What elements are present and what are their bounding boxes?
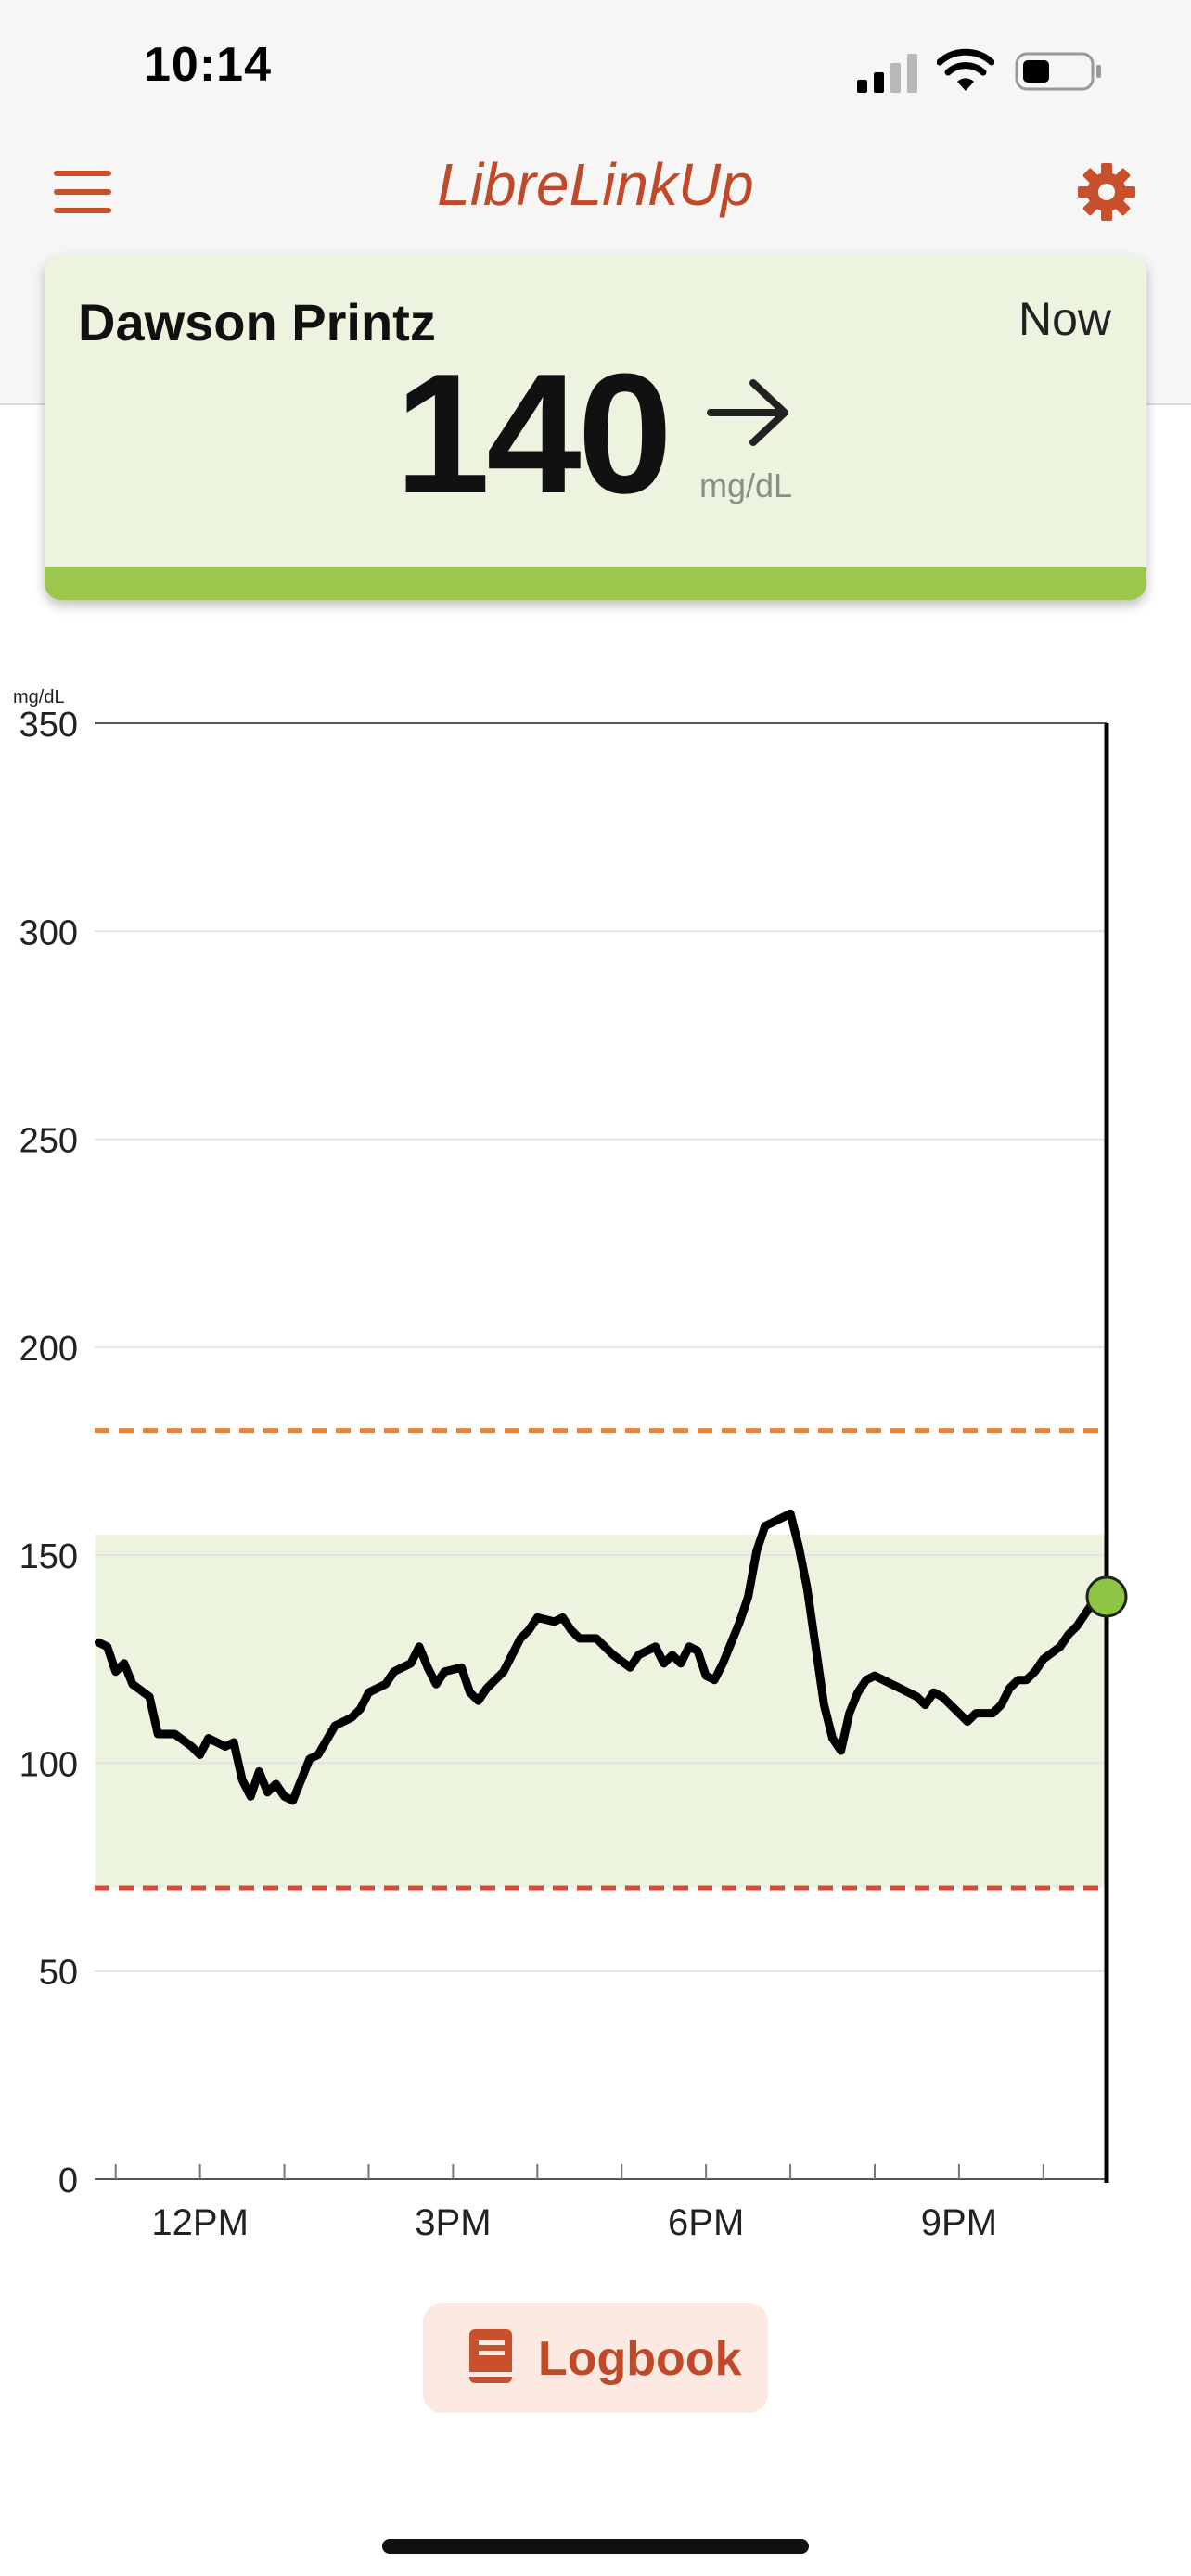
- app-title: LibreLinkUp: [437, 151, 754, 218]
- y-tick-label: 150: [19, 1537, 78, 1576]
- current-reading-dot: [1085, 1575, 1128, 1618]
- x-tick-label: 12PM: [151, 2202, 249, 2243]
- x-tick-label: 9PM: [921, 2202, 997, 2243]
- status-bar: 10:14: [0, 0, 1191, 130]
- target-range-band: [95, 1534, 1107, 1888]
- glucose-chart: 350 300 250 200 150 100 50 0 mg/dL 12PM 3PM 6PM 9PM: [13, 687, 1128, 2243]
- glucose-reading-card[interactable]: Dawson Printz Now 140 mg/dL: [45, 255, 1146, 600]
- logbook-label: Logbook: [538, 2332, 742, 2386]
- reading-time-label: Now: [1018, 293, 1111, 345]
- menu-icon[interactable]: [54, 171, 111, 217]
- glucose-line: [95, 1509, 1111, 1805]
- home-indicator: [382, 2539, 809, 2554]
- wifi-icon: [937, 48, 994, 91]
- patient-name: Dawson Printz: [78, 293, 436, 351]
- x-tick-label: 3PM: [415, 2202, 491, 2243]
- y-tick-label: 100: [19, 1745, 78, 1784]
- y-tick-label: 300: [19, 913, 78, 952]
- y-tick-label: 350: [19, 706, 78, 745]
- y-tick-label: 200: [19, 1330, 78, 1369]
- gear-icon[interactable]: [1076, 161, 1137, 223]
- status-time: 10:14: [144, 38, 272, 92]
- logbook-button[interactable]: Logbook: [423, 2303, 768, 2413]
- y-tick-label: 50: [39, 1954, 78, 1993]
- y-tick-label: 0: [58, 2162, 78, 2200]
- x-tick-label: 6PM: [668, 2202, 744, 2243]
- battery-icon: [1015, 52, 1101, 91]
- status-color-bar: [45, 567, 1146, 600]
- glucose-value: 140: [395, 338, 672, 529]
- book-icon: [469, 2329, 512, 2383]
- cellular-signal-icon: [857, 54, 917, 93]
- y-tick-label: 250: [19, 1122, 78, 1161]
- trend-arrow-right-icon: [707, 379, 788, 446]
- glucose-unit: mg/dL: [699, 466, 793, 504]
- y-axis-unit: mg/dL: [13, 687, 65, 708]
